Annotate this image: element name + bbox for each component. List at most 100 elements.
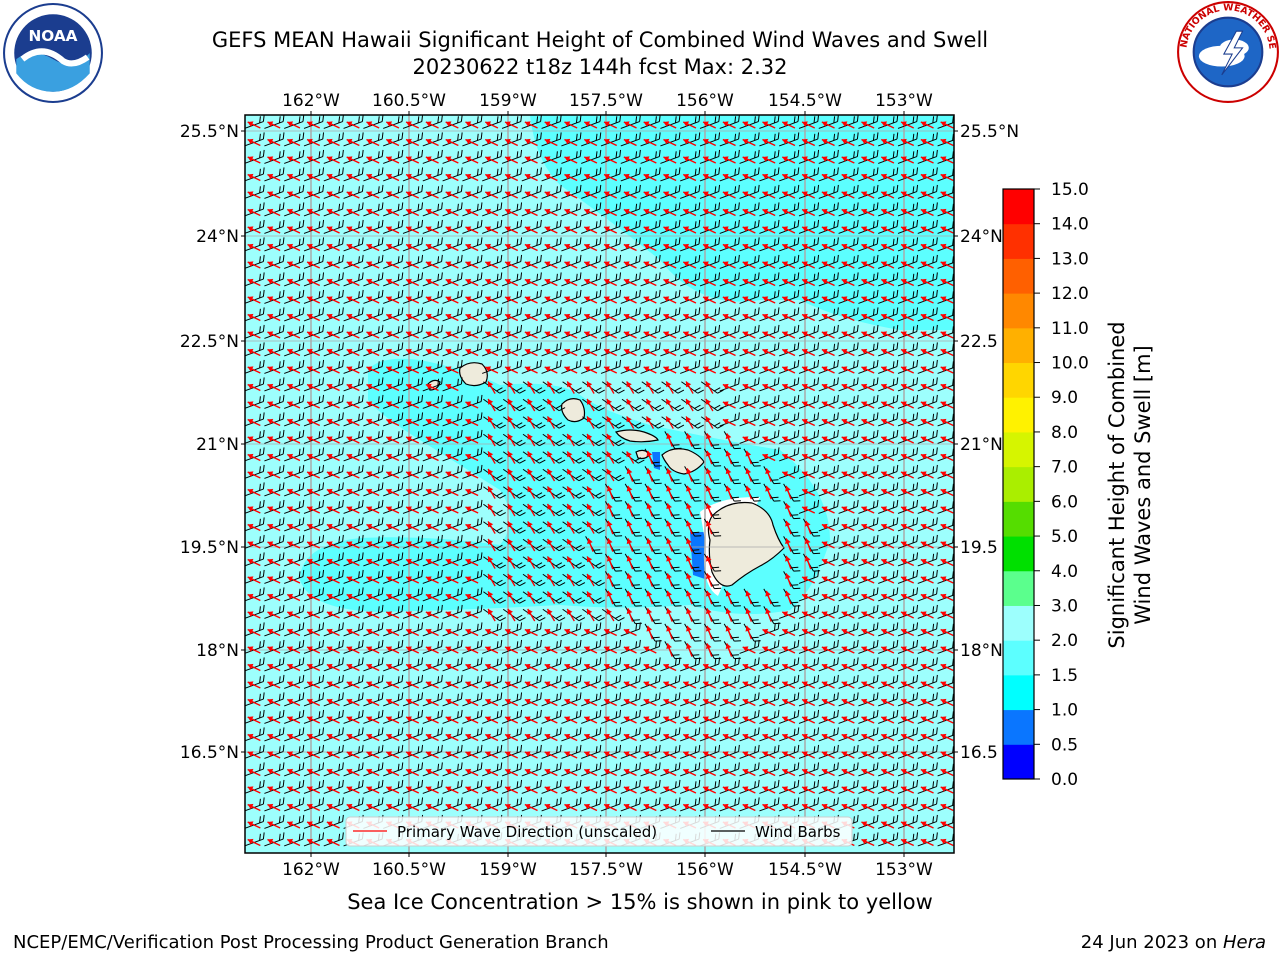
wave-arrow <box>821 138 835 147</box>
wave-arrow <box>306 121 321 129</box>
lat-tick-right: 25.5°N <box>960 122 1019 142</box>
noaa-logo-icon: NOAA <box>3 3 103 103</box>
wave-arrow <box>484 138 499 147</box>
wave-arrow <box>722 138 736 147</box>
wave-arrow <box>247 138 261 147</box>
wave-arrow <box>445 191 459 199</box>
wave-arrow <box>623 261 637 269</box>
wave-arrow <box>286 121 301 129</box>
colorbar-swatch <box>1003 570 1034 606</box>
wave-arrow <box>425 296 439 304</box>
wave-arrow <box>366 208 380 217</box>
wave-arrow <box>682 191 697 199</box>
colorbar-tick-label: 0.5 <box>1051 735 1078 755</box>
colorbar-tick-label: 11.0 <box>1051 319 1089 339</box>
wave-arrow <box>504 243 519 252</box>
wave-arrow <box>663 226 677 234</box>
colorbar-swatch <box>1003 674 1034 711</box>
wave-arrow <box>722 243 736 252</box>
wave-arrow <box>564 296 578 304</box>
wave-arrow <box>900 191 915 199</box>
wave-arrow <box>504 138 519 147</box>
wave-arrow <box>425 173 439 182</box>
wave-arrow <box>267 191 281 199</box>
wave-arrow <box>940 191 954 199</box>
wave-arrow <box>801 226 816 234</box>
wave-arrow <box>484 243 499 252</box>
wave-arrow <box>762 173 776 182</box>
wave-arrow <box>544 208 558 217</box>
wave-arrow <box>267 208 281 217</box>
wave-arrow <box>781 173 796 182</box>
wave-arrow <box>346 156 360 164</box>
wave-arrow <box>900 208 915 217</box>
wave-arrow <box>267 173 281 182</box>
wave-arrow <box>682 156 697 164</box>
wave-arrow <box>722 278 736 287</box>
lat-tick-right: 22.5 <box>960 332 998 352</box>
wave-arrow <box>306 156 321 164</box>
wave-arrow <box>841 156 855 164</box>
wave-arrow <box>524 191 538 199</box>
wave-arrow <box>385 156 400 164</box>
wave-arrow <box>385 208 400 217</box>
wave-arrow <box>940 261 954 269</box>
wave-arrow <box>465 121 479 129</box>
colorbar-swatch <box>1003 258 1034 294</box>
wave-arrow <box>564 208 578 217</box>
colorbar-swatch <box>1003 709 1034 745</box>
wave-arrow <box>841 278 855 287</box>
wave-arrow <box>880 243 895 252</box>
colorbar-tick-label: 3.0 <box>1051 596 1078 616</box>
lat-tick-right: 24°N <box>960 227 1003 247</box>
wave-arrow <box>286 226 301 234</box>
wave-arrow <box>267 156 281 164</box>
wave-arrow <box>781 226 796 234</box>
wave-arrow <box>405 296 420 304</box>
lat-tick-right: 21°N <box>960 435 1003 455</box>
wave-arrow <box>722 226 736 234</box>
wave-arrow <box>841 138 855 147</box>
wave-arrow <box>346 243 360 252</box>
wave-arrow <box>504 191 519 199</box>
wave-arrow <box>286 278 301 287</box>
wave-arrow <box>326 138 340 147</box>
wave-arrow <box>247 243 261 252</box>
wave-arrow <box>742 173 756 182</box>
wave-arrow <box>346 278 360 287</box>
lat-tick-right: 16.5 <box>960 743 998 763</box>
lon-tick-top: 153°W <box>875 91 933 111</box>
wave-arrow <box>405 156 420 164</box>
wave-arrow <box>603 208 618 217</box>
wave-arrow <box>247 208 261 217</box>
wave-arrow <box>306 138 321 147</box>
wave-arrow <box>366 261 380 269</box>
wave-arrow <box>445 173 459 182</box>
wave-arrow <box>762 208 776 217</box>
wave-arrow <box>405 121 420 129</box>
wave-arrow <box>821 208 835 217</box>
wave-arrow <box>781 121 796 129</box>
colorbar-swatch <box>1003 605 1034 641</box>
colorbar-tick-label: 14.0 <box>1051 215 1089 235</box>
wave-arrow <box>742 261 756 269</box>
wave-arrow <box>880 138 895 147</box>
wave-arrow <box>247 121 261 129</box>
legend-barb-label: Wind Barbs <box>755 823 841 841</box>
wave-arrow <box>742 191 756 199</box>
wave-arrow <box>643 296 657 304</box>
wave-arrow <box>880 226 895 234</box>
wave-arrow <box>643 208 657 217</box>
wave-arrow <box>603 173 618 182</box>
colorbar-tick-label: 13.0 <box>1051 249 1089 269</box>
wave-arrow <box>366 191 380 199</box>
wave-arrow <box>762 243 776 252</box>
wave-arrow <box>940 243 954 252</box>
lon-tick-bottom: 162°W <box>282 860 340 880</box>
wave-arrow <box>465 296 479 304</box>
wave-arrow <box>326 226 340 234</box>
wave-arrow <box>742 208 756 217</box>
wave-arrow <box>524 121 538 129</box>
wave-arrow <box>821 173 835 182</box>
